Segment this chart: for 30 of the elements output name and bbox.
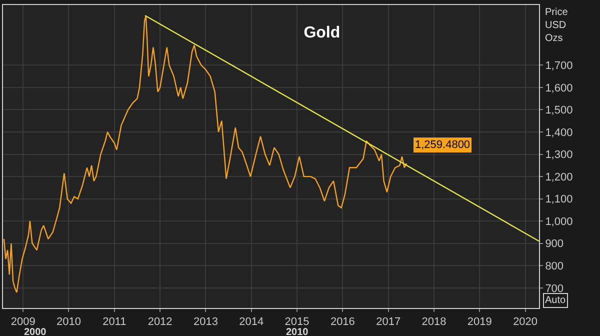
y-tick-label: 1,700 <box>545 60 573 72</box>
annotation: 1,259.4800 <box>415 139 470 151</box>
x-tick-label: 2013 <box>193 316 218 328</box>
y-tick-label: 1,400 <box>545 126 573 139</box>
y-tick-label: 1,500 <box>545 104 573 117</box>
text: Auto <box>545 295 566 306</box>
y-tick-label: 900 <box>545 238 564 250</box>
y-tick-label: 1,000 <box>545 216 573 228</box>
x-tick-label: 2017 <box>376 316 401 328</box>
x-tick-label: 2009 <box>10 316 36 328</box>
x-tick-label: 2011 <box>102 316 126 328</box>
x-tick-label: 2019 <box>467 316 492 328</box>
x-tick-label: 2010 <box>56 316 81 328</box>
text: 2010 <box>286 327 309 336</box>
y-tick-label: 1,600 <box>545 82 573 94</box>
y-tick-label: 700 <box>545 282 564 295</box>
text: Gold <box>304 24 340 42</box>
x-tick-label: 2014 <box>239 316 264 328</box>
y-tick-label: 800 <box>545 260 564 273</box>
x-tick-label: 2016 <box>330 316 355 328</box>
text: 2000 <box>24 327 47 336</box>
x-tick-label: 2012 <box>148 316 172 328</box>
x-tick-label: 2018 <box>422 316 446 328</box>
line-series <box>3 16 408 293</box>
x-tick-label: 2020 <box>513 316 538 328</box>
x-tick-label: 2015 <box>284 316 310 328</box>
y-axis-title: Price USD Ozs <box>545 7 568 44</box>
y-tick-label: 1,200 <box>545 171 573 184</box>
y-tick-label: 1,100 <box>545 194 573 206</box>
y-tick-label: 1,300 <box>545 149 573 162</box>
